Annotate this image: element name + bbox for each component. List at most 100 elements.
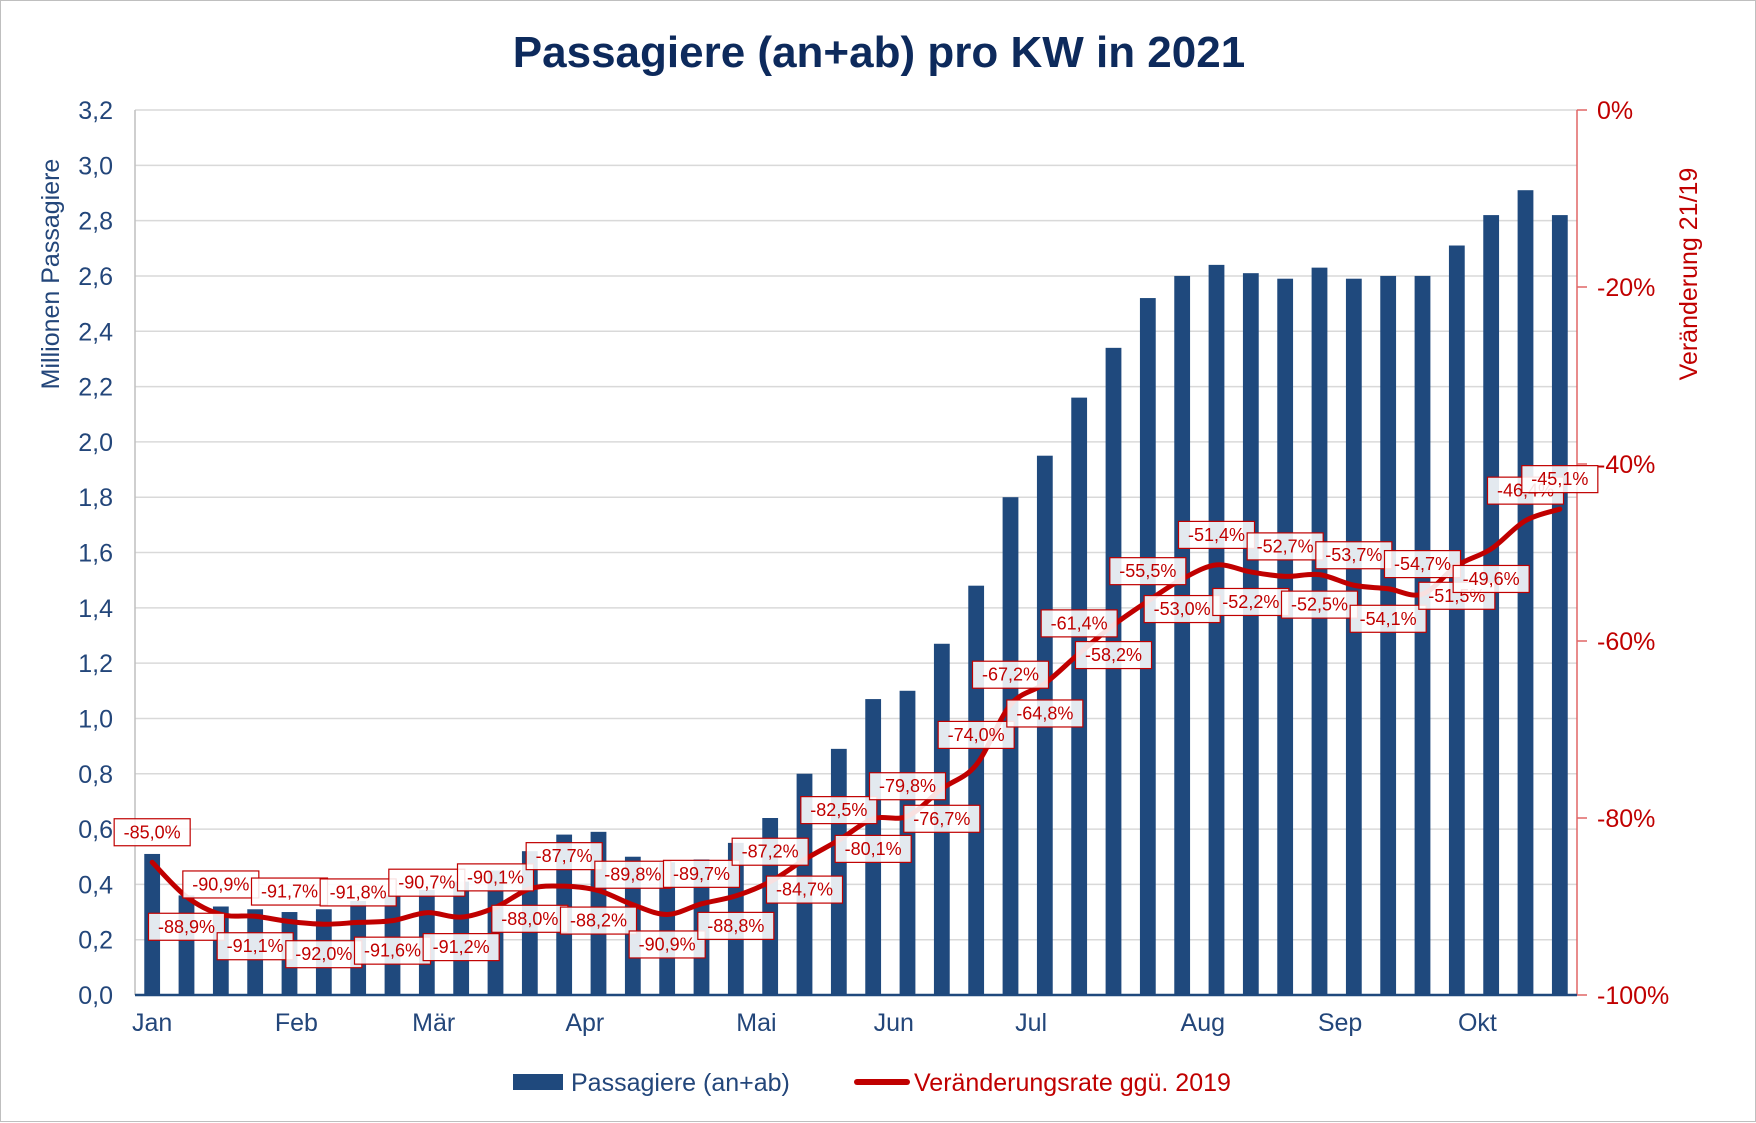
- data-label-box: [182, 870, 260, 899]
- x-tick-label: Mai: [736, 1009, 776, 1037]
- data-label-box: [1212, 587, 1290, 617]
- data-label-text: -61,4%: [1051, 613, 1108, 633]
- right-tick-label: 0%: [1597, 97, 1633, 125]
- data-label-box: [353, 936, 432, 965]
- data-label-box: [525, 842, 603, 871]
- bar: [1071, 397, 1088, 995]
- data-label: -90,7%: [388, 868, 466, 897]
- bar: [1208, 264, 1225, 995]
- bar: [1105, 347, 1122, 995]
- data-label: -58,2%: [1074, 640, 1153, 670]
- data-label-box: [937, 720, 1015, 750]
- data-label-text: -89,7%: [673, 864, 730, 884]
- data-label-box: [834, 834, 912, 863]
- data-label: -74,0%: [937, 720, 1015, 750]
- left-tick-label: 2,4: [78, 318, 113, 346]
- data-label-box: [1006, 699, 1084, 728]
- data-label-text: -67,2%: [982, 665, 1039, 685]
- line-series: [149, 506, 1563, 927]
- data-label-box: [113, 818, 191, 847]
- data-label-box: [559, 906, 638, 935]
- data-label-text: -64,8%: [1016, 703, 1073, 723]
- data-label-box: [388, 868, 466, 897]
- data-label-text: -54,1%: [1360, 609, 1417, 629]
- right-tick-label: -60%: [1597, 628, 1655, 656]
- data-label-box: [628, 930, 706, 959]
- data-label-box: [1280, 590, 1359, 619]
- data-label-text: -85,0%: [124, 822, 181, 842]
- data-label-box: [731, 837, 809, 866]
- x-axis-ticks: Jan Feb Mär Apr Mai Jun Jul Aug Sep Okt: [132, 1009, 1497, 1037]
- data-label-text: -89,8%: [604, 865, 661, 885]
- left-tick-label: 2,6: [78, 263, 113, 291]
- data-label-box: [147, 912, 226, 941]
- data-label: -89,8%: [594, 860, 672, 889]
- bar: [1414, 275, 1431, 995]
- data-label-text: -91,2%: [433, 937, 490, 957]
- data-label-box: [662, 859, 741, 888]
- right-tick-label: -20%: [1597, 274, 1655, 302]
- data-label: -45,1%: [1521, 465, 1599, 494]
- bar: [968, 585, 985, 995]
- x-tick-label: Jul: [1015, 1009, 1047, 1037]
- bar: [1174, 275, 1191, 995]
- data-label: -61,4%: [1040, 609, 1118, 638]
- change-rate-line: [149, 506, 1563, 927]
- data-label-box: [422, 933, 500, 962]
- bar: [1311, 267, 1328, 995]
- data-label: -91,6%: [353, 936, 432, 965]
- data-label-text: -49,6%: [1463, 569, 1520, 589]
- data-label: -64,8%: [1006, 699, 1084, 728]
- legend-swatch-bars: [513, 1074, 563, 1090]
- data-label-text: -52,2%: [1222, 592, 1279, 612]
- bar: [1345, 278, 1362, 995]
- right-tick-label: -80%: [1597, 805, 1655, 833]
- data-label: -55,5%: [1109, 557, 1187, 586]
- data-label-text: -90,9%: [192, 874, 249, 894]
- data-label-box: [594, 860, 672, 889]
- data-label-text: -51,4%: [1188, 525, 1245, 545]
- left-axis-title: Millionen Passagiere: [37, 159, 65, 390]
- data-label-text: -52,5%: [1291, 595, 1348, 615]
- left-tick-label: 0,4: [78, 871, 113, 899]
- data-label-box: [1246, 532, 1324, 561]
- data-label: -88,0%: [491, 904, 569, 933]
- bar: [1551, 215, 1568, 995]
- data-label-box: [868, 772, 947, 801]
- data-label: -91,7%: [250, 877, 329, 906]
- data-label: -88,9%: [147, 912, 226, 941]
- left-tick-label: 1,4: [78, 595, 113, 623]
- left-tick-label: 1,0: [78, 705, 113, 733]
- bar: [178, 895, 195, 995]
- data-label: -85,0%: [113, 818, 191, 847]
- data-label: -87,2%: [731, 837, 809, 866]
- data-label-text: -91,6%: [364, 941, 421, 961]
- data-label: -91,1%: [216, 932, 294, 961]
- data-label-text: -88,0%: [501, 909, 558, 929]
- data-label-text: -88,2%: [570, 911, 627, 931]
- data-label-text: -55,5%: [1119, 561, 1176, 581]
- right-axis-title: Veränderung 21/19: [1675, 168, 1703, 381]
- data-label: -51,4%: [1177, 520, 1256, 549]
- left-axis-ticks: 0,0 0,2 0,4 0,6 0,8 1,0 1,2 1,4 1,6 1,8 2,0 2,2 2,4 2…: [78, 97, 113, 1010]
- data-label: -80,1%: [834, 834, 912, 863]
- data-label: -92,0%: [285, 940, 363, 969]
- data-label-text: -58,2%: [1085, 645, 1142, 665]
- legend-label-line: Veränderungsrate ggü. 2019: [914, 1069, 1231, 1097]
- left-tick-label: 2,8: [78, 208, 113, 236]
- data-label-box: [765, 875, 844, 904]
- data-label: -91,8%: [319, 878, 397, 907]
- left-tick-label: 2,0: [78, 429, 113, 457]
- right-axis-ticks: -100% -80% -60% -40% -20% 0%: [1577, 97, 1669, 1010]
- data-label: -54,1%: [1349, 604, 1427, 633]
- data-label: -89,7%: [662, 859, 741, 888]
- bar: [1448, 245, 1465, 995]
- x-tick-label: Apr: [565, 1009, 604, 1037]
- data-label-text: -91,1%: [227, 936, 284, 956]
- data-label-text: -82,5%: [810, 800, 867, 820]
- data-label-text: -45,1%: [1531, 469, 1588, 489]
- data-label-box: [216, 932, 294, 961]
- left-tick-label: 0,2: [78, 927, 113, 955]
- left-tick-label: 2,2: [78, 374, 113, 402]
